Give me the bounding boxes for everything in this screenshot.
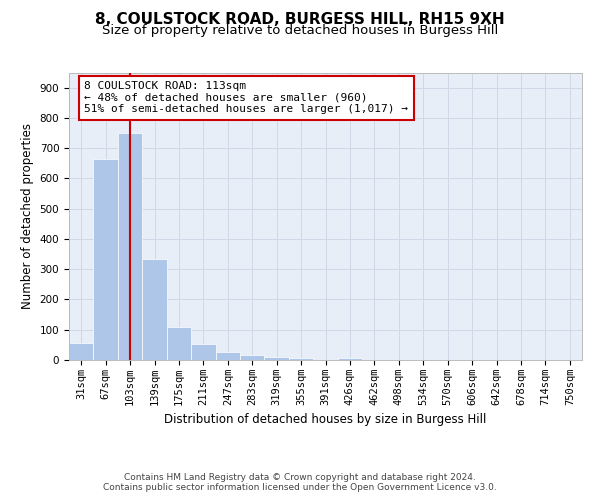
Bar bbox=[118, 133, 142, 360]
Text: 8, COULSTOCK ROAD, BURGESS HILL, RH15 9XH: 8, COULSTOCK ROAD, BURGESS HILL, RH15 9X… bbox=[95, 12, 505, 28]
Text: 8 COULSTOCK ROAD: 113sqm
← 48% of detached houses are smaller (960)
51% of semi-: 8 COULSTOCK ROAD: 113sqm ← 48% of detach… bbox=[85, 81, 409, 114]
Bar bbox=[289, 358, 313, 360]
Bar bbox=[215, 352, 240, 360]
Bar bbox=[142, 258, 167, 360]
Bar bbox=[240, 356, 265, 360]
Bar bbox=[191, 344, 215, 360]
Bar bbox=[338, 358, 362, 360]
Text: Size of property relative to detached houses in Burgess Hill: Size of property relative to detached ho… bbox=[102, 24, 498, 37]
Bar bbox=[94, 160, 118, 360]
Bar bbox=[69, 343, 94, 360]
Y-axis label: Number of detached properties: Number of detached properties bbox=[21, 123, 34, 309]
Bar bbox=[167, 326, 191, 360]
Text: Contains public sector information licensed under the Open Government Licence v3: Contains public sector information licen… bbox=[103, 484, 497, 492]
Bar bbox=[265, 357, 289, 360]
X-axis label: Distribution of detached houses by size in Burgess Hill: Distribution of detached houses by size … bbox=[164, 414, 487, 426]
Text: Contains HM Land Registry data © Crown copyright and database right 2024.: Contains HM Land Registry data © Crown c… bbox=[124, 472, 476, 482]
